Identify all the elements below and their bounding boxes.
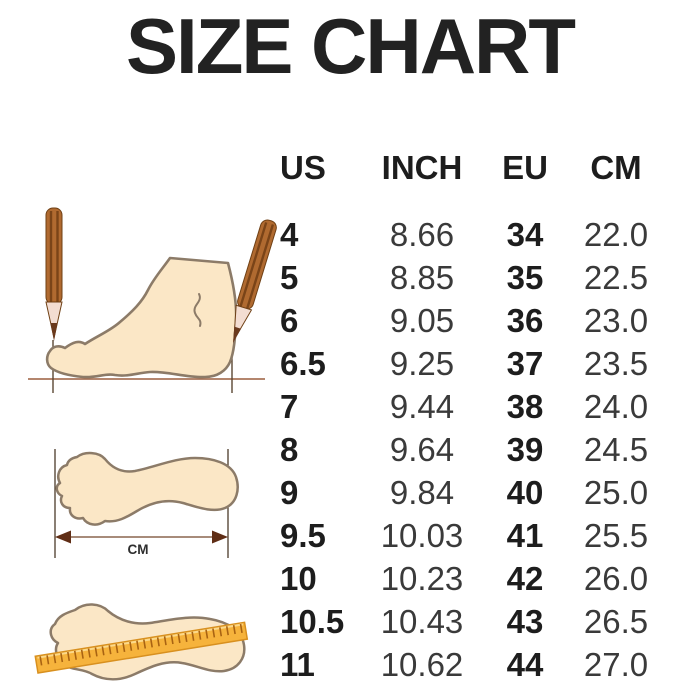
cell-inch: 8.66 (389, 215, 455, 253)
cell-inch: 9.84 (389, 473, 455, 511)
cell-cm: 24.5 (583, 430, 649, 468)
cell-eu: 36 (506, 301, 544, 339)
cell-eu: 38 (506, 387, 544, 425)
table-row: 7 9.44 38 24.0 (276, 385, 666, 428)
ruler-icon (34, 621, 249, 674)
cell-us: 10 (280, 559, 317, 597)
cell-eu: 35 (506, 258, 544, 296)
cell-inch: 10.43 (380, 602, 464, 640)
cell-us: 6 (280, 301, 299, 339)
table-row: 9 9.84 40 25.0 (276, 471, 666, 514)
cell-eu: 34 (506, 215, 544, 253)
footprint-ruler-illustration (34, 603, 249, 681)
cell-inch: 9.25 (389, 344, 455, 382)
table-row: 6 9.05 36 23.0 (276, 299, 666, 342)
cell-eu: 40 (506, 473, 544, 511)
footprint-icon (55, 451, 239, 526)
cell-inch: 10.62 (380, 645, 464, 683)
footprint-cm-illustration: CM (54, 449, 239, 558)
cell-cm: 26.0 (583, 559, 649, 597)
foot-side-icon (45, 256, 238, 379)
cell-us: 5 (280, 258, 299, 296)
column-header-cm: CM (590, 149, 642, 186)
table-row: 9.5 10.03 41 25.5 (276, 514, 666, 557)
cm-label: CM (128, 542, 149, 557)
cell-inch: 10.03 (380, 516, 464, 554)
table-row: 6.5 9.25 37 23.5 (276, 342, 666, 385)
cell-us: 6.5 (280, 344, 326, 382)
cell-cm: 27.0 (583, 645, 649, 683)
cell-cm: 22.0 (583, 215, 649, 253)
foot-measurement-illustration (28, 207, 277, 393)
cell-inch: 9.64 (389, 430, 455, 468)
cell-cm: 22.5 (583, 258, 649, 296)
cell-cm: 25.5 (583, 516, 649, 554)
cell-us: 4 (280, 215, 299, 253)
page-title: SIZE CHART (126, 2, 576, 90)
cell-cm: 23.0 (583, 301, 649, 339)
column-header-inch: INCH (381, 149, 463, 186)
cell-eu: 44 (506, 645, 544, 683)
cell-eu: 37 (506, 344, 544, 382)
table-row: 8 9.64 39 24.5 (276, 428, 666, 471)
cell-cm: 25.0 (583, 473, 649, 511)
table-row: 11 10.62 44 27.0 (276, 643, 666, 686)
table-row: 5 8.85 35 22.5 (276, 256, 666, 299)
cell-eu: 42 (506, 559, 544, 597)
cell-us: 7 (280, 387, 299, 425)
measure-arrow-icon (55, 530, 228, 544)
column-header-us: US (280, 149, 326, 186)
cell-inch: 10.23 (380, 559, 464, 597)
table-row: 10 10.23 42 26.0 (276, 557, 666, 600)
cell-eu: 41 (506, 516, 544, 554)
cell-cm: 26.5 (583, 602, 649, 640)
cell-us: 9.5 (280, 516, 326, 554)
cell-inch: 9.05 (389, 301, 455, 339)
pencil-icon (45, 207, 63, 341)
cell-cm: 23.5 (583, 344, 649, 382)
cell-inch: 8.85 (389, 258, 455, 296)
size-table: US INCH EU CM 4 8.66 34 22.0 5 8.85 35 2… (276, 140, 666, 686)
cell-cm: 24.0 (583, 387, 649, 425)
cell-us: 10.5 (280, 602, 345, 640)
cell-eu: 43 (506, 602, 544, 640)
table-row: 4 8.66 34 22.0 (276, 213, 666, 256)
table-header-row: US INCH EU CM (276, 140, 666, 196)
cell-us: 11 (280, 645, 315, 683)
cell-inch: 9.44 (389, 387, 455, 425)
cell-eu: 39 (506, 430, 544, 468)
cell-us: 8 (280, 430, 299, 468)
ankle-mark (193, 293, 202, 327)
column-header-eu: EU (502, 149, 548, 186)
table-row: 10.5 10.43 43 26.5 (276, 600, 666, 643)
cell-us: 9 (280, 473, 299, 511)
pencil-icon (233, 219, 277, 343)
